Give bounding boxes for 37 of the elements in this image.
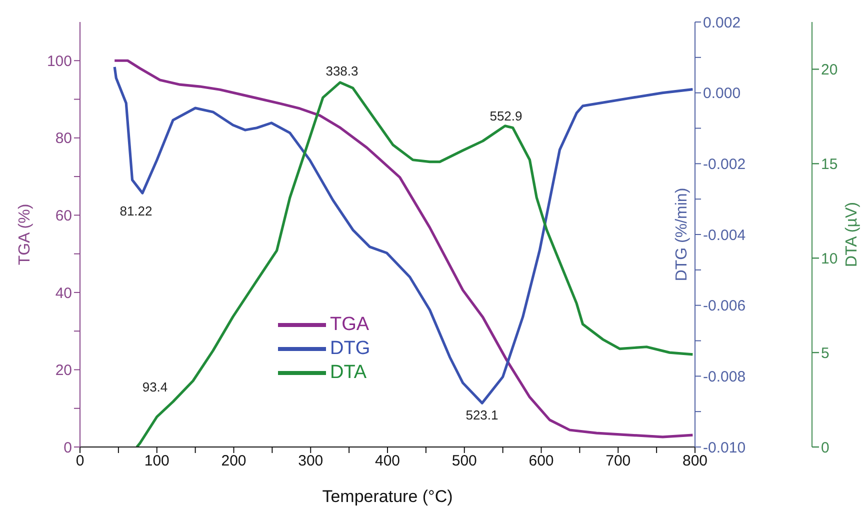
y-tick-label: 40	[55, 284, 72, 302]
x-tick-label: 700	[606, 452, 631, 470]
y2-axis-title: DTG (%/min)	[674, 188, 691, 282]
y-axis-title: TGA (%)	[16, 204, 34, 266]
x-tick-label: 600	[528, 452, 554, 470]
y2-tick-label: -0.004	[703, 226, 746, 244]
x-tick-label: 500	[452, 452, 477, 470]
x-tick-label: 0	[76, 452, 84, 470]
annotation: 81.22	[120, 204, 152, 218]
x-tick-label: 400	[374, 452, 400, 470]
x-axis-title: Temperature (°C)	[322, 487, 453, 506]
y3-axis-title: DTA (µV)	[844, 202, 861, 267]
legend-label: TGA	[330, 314, 370, 336]
y-tick-label: 100	[46, 52, 72, 70]
y2-tick-label: -0.002	[703, 156, 746, 173]
y3-tick-label: 10	[821, 250, 838, 268]
legend-label: DTA	[330, 362, 367, 384]
legend-label: DTG	[330, 338, 370, 360]
x-tick-label: 200	[221, 452, 246, 470]
y-tick-label: 0	[64, 439, 72, 456]
annotation: 93.4	[142, 380, 168, 394]
y3-tick-label: 0	[821, 439, 830, 456]
y2-tick-label: 0.002	[703, 14, 741, 32]
x-tick-label: 300	[298, 452, 324, 470]
y3-tick-label: 15	[821, 156, 838, 173]
x-tick-label: 100	[144, 452, 170, 470]
annotation: 552.9	[490, 108, 522, 124]
y2-tick-label: 0.000	[703, 85, 741, 102]
annotation: 523.1	[466, 408, 498, 422]
y2-tick-label: -0.006	[703, 298, 746, 315]
y2-tick-label: -0.008	[703, 368, 746, 386]
y-tick-label: 20	[55, 362, 72, 380]
annotation: 338.3	[326, 64, 358, 78]
y3-tick-label: 20	[821, 62, 838, 79]
y-tick-label: 60	[55, 208, 72, 225]
y3-tick-label: 5	[821, 344, 830, 362]
y-tick-label: 80	[55, 130, 72, 148]
